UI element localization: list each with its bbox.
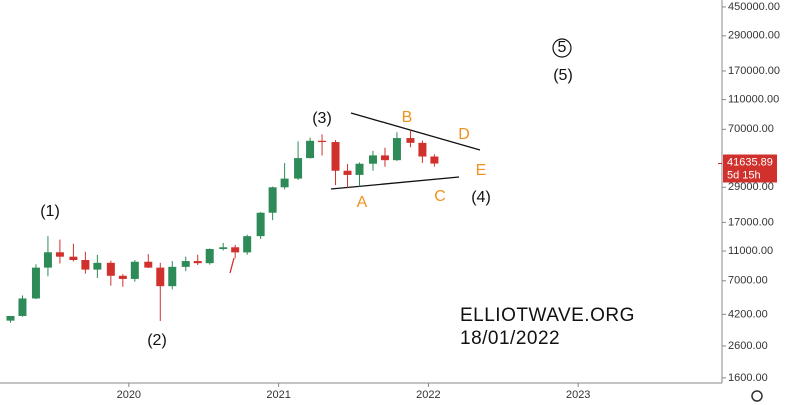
candle-body <box>343 170 352 175</box>
y-tick-label: 450000.00 <box>728 1 780 13</box>
watermark-date: 18/01/2022 <box>460 328 560 349</box>
y-tick-label: 17000.00 <box>728 216 774 228</box>
candle-body <box>168 266 177 287</box>
candle-body <box>93 262 102 270</box>
candle-body <box>243 236 252 253</box>
y-tick-label: 70000.00 <box>728 123 774 135</box>
marker-line <box>229 257 235 274</box>
settings-icon[interactable] <box>751 390 763 402</box>
wave-label: (3) <box>312 110 332 127</box>
y-tick-label: 29000.00 <box>728 181 774 193</box>
trendline-lower <box>330 176 460 190</box>
candle-body <box>368 155 377 164</box>
candle-body <box>69 256 78 261</box>
candle-body <box>268 187 277 213</box>
candle-body <box>418 142 427 157</box>
candle-body <box>430 156 439 164</box>
candle-body <box>130 261 139 279</box>
candle-body <box>118 275 127 279</box>
y-tick-label: 170000.00 <box>728 65 780 77</box>
candle-body <box>81 260 90 270</box>
y-tick-label: 11000.00 <box>728 245 773 257</box>
candle-body <box>256 212 265 237</box>
y-tick-label: 2600.00 <box>728 340 768 352</box>
y-tick-label: 110000.00 <box>728 94 779 106</box>
candle-body <box>18 298 27 316</box>
candle-body <box>144 261 153 268</box>
wave-label: (1) <box>40 203 60 220</box>
candle-body <box>331 142 340 171</box>
candle-body <box>306 140 315 159</box>
candle-body <box>231 247 240 253</box>
wave-letter: B <box>402 109 413 126</box>
candle-body <box>205 248 214 264</box>
wave-letter: D <box>458 126 470 143</box>
wave-label: (5) <box>553 67 573 84</box>
price-tag-value: 41635.89 <box>727 156 773 168</box>
y-tick-label: 290000.00 <box>728 30 780 42</box>
candle-body <box>355 163 364 175</box>
wave-circle <box>552 38 572 58</box>
wave-label: 5 <box>558 39 567 56</box>
candle-body <box>6 315 15 321</box>
wave-label: (2) <box>147 332 167 349</box>
gear[interactable] <box>751 390 763 402</box>
x-tick-label: 2023 <box>566 389 590 401</box>
candle-body <box>55 252 64 257</box>
x-tick-label: 2022 <box>416 389 440 401</box>
candle-body <box>380 155 389 161</box>
candle-body <box>392 138 401 161</box>
wave-letter: E <box>476 162 487 179</box>
candle-body <box>406 138 415 143</box>
trendline-upper <box>350 112 481 151</box>
x-tick-label: 2021 <box>266 389 290 401</box>
x-tick-label: 2020 <box>117 389 141 401</box>
wave-letter: C <box>434 188 446 205</box>
candle-body <box>31 267 40 299</box>
price-tag <box>723 154 777 183</box>
candle-body <box>318 140 327 143</box>
y-tick-label: 7000.00 <box>728 275 768 287</box>
candle-body <box>156 267 165 287</box>
candle-body <box>193 261 202 264</box>
wave-letter: A <box>357 194 368 211</box>
candle-body <box>106 262 115 276</box>
y-tick-label: 1600.00 <box>728 372 768 384</box>
candle-body <box>219 247 228 249</box>
watermark: ELLIOTWAVE.ORG <box>460 305 635 326</box>
wave-label: (4) <box>471 189 491 206</box>
y-tick-label: 4200.00 <box>728 308 768 320</box>
candle-body <box>181 261 190 267</box>
price-tag-countdown: 5d 15h <box>727 169 761 181</box>
candle-body <box>294 158 303 179</box>
candle-body <box>43 252 52 268</box>
candle-body <box>280 178 289 188</box>
